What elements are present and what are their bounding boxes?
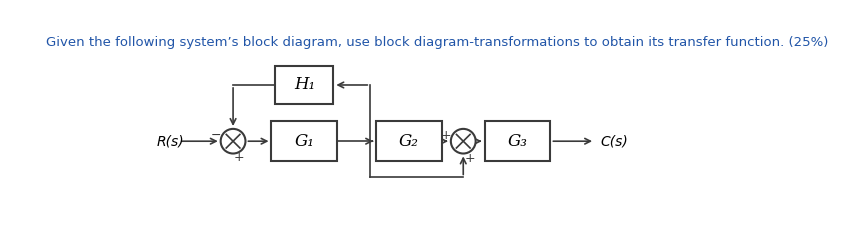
Text: G₂: G₂ bbox=[398, 133, 419, 150]
Text: +: + bbox=[234, 151, 244, 164]
Bar bbox=[484, 121, 550, 161]
Bar bbox=[375, 121, 441, 161]
Text: Given the following system’s block diagram, use block diagram-transformations to: Given the following system’s block diagr… bbox=[46, 37, 828, 49]
Circle shape bbox=[220, 129, 245, 153]
Text: +: + bbox=[440, 128, 450, 142]
Circle shape bbox=[450, 129, 475, 153]
Bar bbox=[271, 121, 337, 161]
Text: +: + bbox=[463, 152, 474, 165]
Text: H₁: H₁ bbox=[293, 76, 315, 94]
Text: −: − bbox=[210, 128, 221, 142]
Text: C(s): C(s) bbox=[600, 134, 628, 148]
Text: G₁: G₁ bbox=[294, 133, 314, 150]
Text: G₃: G₃ bbox=[507, 133, 527, 150]
Bar bbox=[275, 66, 333, 104]
Text: R(s): R(s) bbox=[157, 134, 184, 148]
